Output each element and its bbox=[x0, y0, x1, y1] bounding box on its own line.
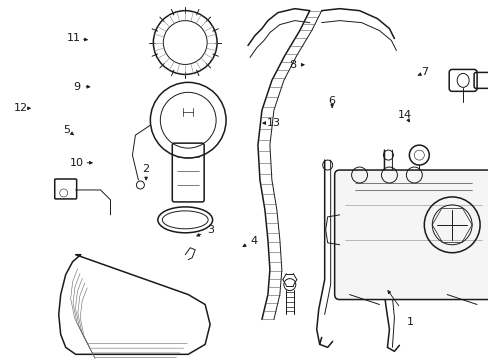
Text: 14: 14 bbox=[397, 111, 411, 121]
Text: 11: 11 bbox=[67, 33, 81, 43]
Text: 2: 2 bbox=[142, 164, 149, 174]
Text: 4: 4 bbox=[250, 236, 257, 246]
Text: 10: 10 bbox=[69, 158, 83, 168]
Text: 6: 6 bbox=[328, 96, 335, 106]
FancyBboxPatch shape bbox=[334, 170, 488, 300]
Text: 13: 13 bbox=[266, 118, 280, 128]
Text: 5: 5 bbox=[63, 125, 70, 135]
Text: 1: 1 bbox=[406, 317, 413, 327]
Text: 7: 7 bbox=[420, 67, 427, 77]
Text: 12: 12 bbox=[13, 103, 27, 113]
Text: 9: 9 bbox=[73, 82, 80, 92]
Text: 3: 3 bbox=[206, 225, 213, 235]
Text: 8: 8 bbox=[289, 60, 296, 70]
